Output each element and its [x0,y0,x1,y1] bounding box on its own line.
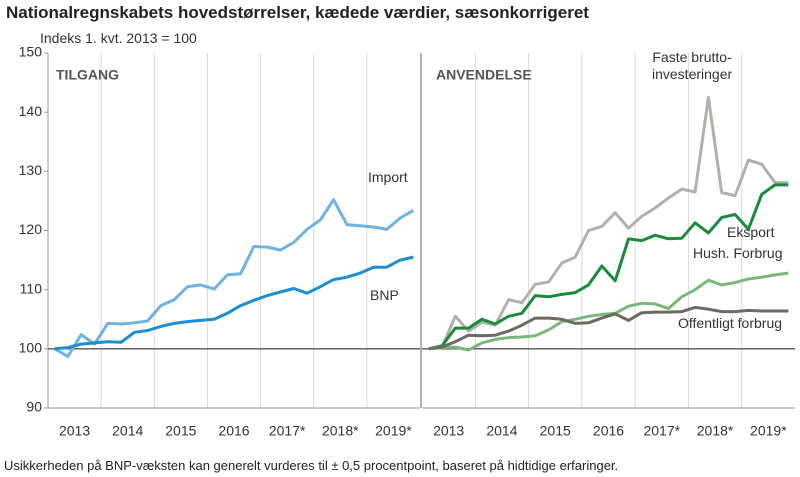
x-tick-label: 2017* [643,423,680,439]
y-tick-label: 120 [19,221,43,237]
series-line [53,198,415,358]
panel-label: TILGANG [56,67,119,83]
footnote: Usikkerheden på BNP-væksten kan generelt… [4,458,619,473]
x-tick-label: 2017* [269,423,306,439]
x-tick-label: 2019* [750,423,787,439]
x-tick-label: 2016 [218,423,249,439]
series-label: Hush. Forbrug [693,245,783,261]
series-line [428,95,789,351]
x-tick-label: 2018* [697,423,734,439]
series-line [428,183,789,351]
x-tick-label: 2013 [433,423,464,439]
panel-label: ANVENDELSE [436,67,532,83]
y-tick-label: 150 [19,44,43,60]
y-tick-label: 100 [19,340,43,356]
y-tick-label: 140 [19,103,43,119]
x-tick-label: 2015 [165,423,196,439]
series-label: Eksport [727,224,775,240]
subtitle: Indeks 1. kvt. 2013 = 100 [40,30,197,46]
y-tick-label: 130 [19,162,43,178]
series-label: Import [368,169,408,185]
x-tick-label: 2019* [375,423,412,439]
series-label: Offentligt forbrug [678,315,783,331]
series-line [428,271,789,352]
series-line [54,255,414,351]
y-tick-label: 110 [20,280,43,296]
series-line [428,305,789,351]
x-tick-label: 2015 [540,423,571,439]
series-label: Faste brutto- investeringer [652,49,733,82]
x-tick-label: 2013 [59,423,90,439]
title: Nationalregnskabets hovedstørrelser, kæd… [6,3,589,22]
x-tick-label: 2016 [593,423,624,439]
x-tick-label: 2014 [112,423,143,439]
y-tick-label: 90 [26,399,42,415]
x-tick-label: 2014 [486,423,517,439]
x-tick-label: 2018* [322,423,359,439]
series-label: BNP [370,287,399,303]
